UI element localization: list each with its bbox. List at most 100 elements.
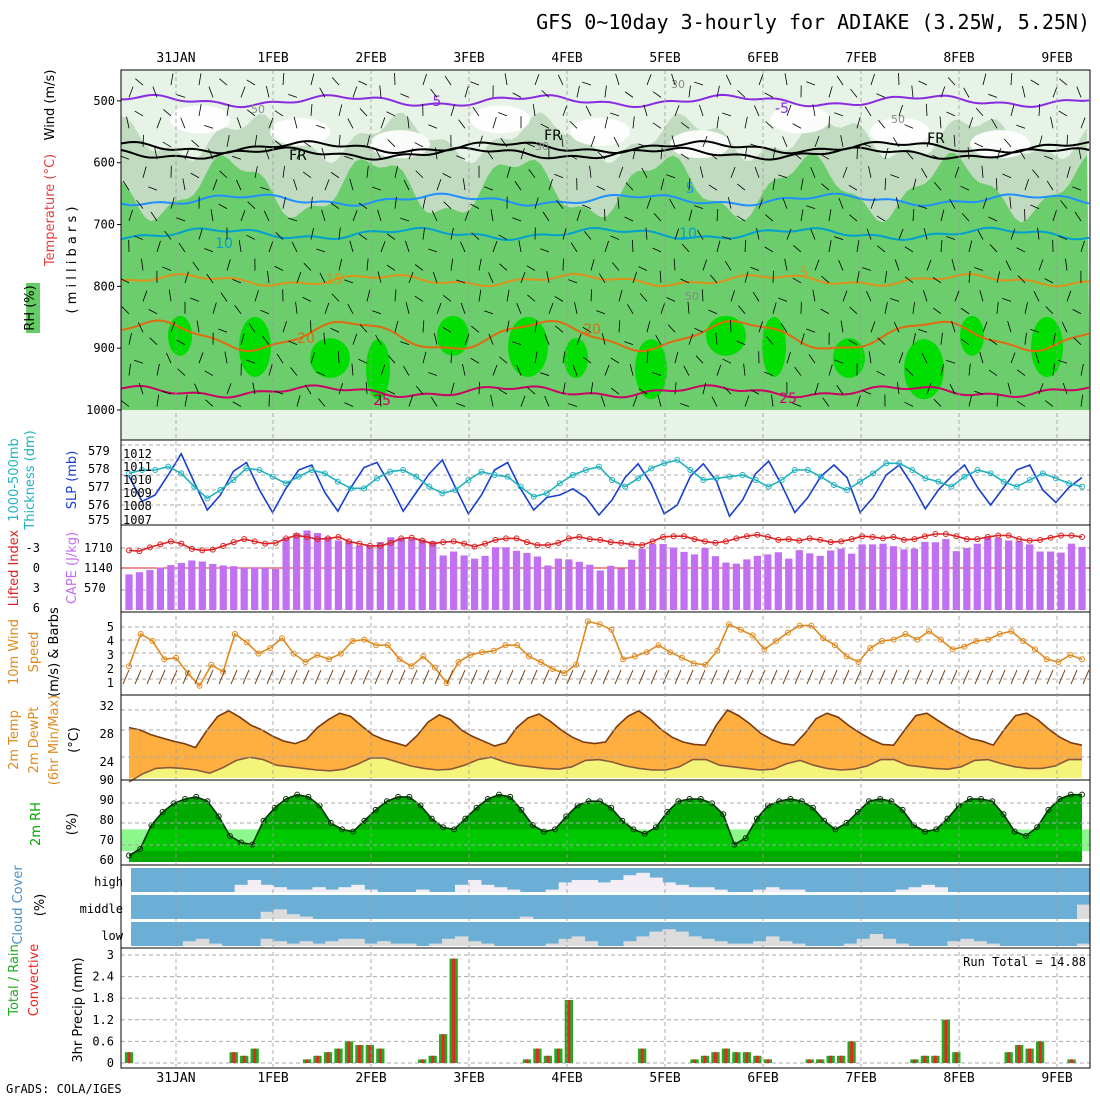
surface-wind-barb — [386, 669, 394, 685]
wind-barb — [806, 328, 816, 333]
cape-bar — [345, 541, 353, 610]
wind-barb — [430, 88, 438, 98]
wind-barb — [488, 333, 494, 345]
wind-barb — [1080, 240, 1085, 253]
wind-barb — [365, 382, 368, 395]
isotherm-20 — [120, 319, 1090, 353]
wind-barb — [702, 382, 707, 395]
credit-text: GrADS: COLA/IGES — [6, 1082, 122, 1096]
cloud-cell — [429, 943, 443, 946]
wind-barb — [1072, 309, 1082, 315]
wind-barb — [737, 183, 746, 191]
wind-barb — [178, 242, 186, 253]
wind-barb — [905, 368, 914, 376]
precip-conv-bar — [640, 1048, 644, 1063]
wind-barb — [163, 109, 172, 117]
wind-barb — [1072, 186, 1082, 191]
wind-barb — [752, 292, 760, 302]
precip-conv-bar — [923, 1055, 927, 1063]
wind-barb — [842, 290, 848, 302]
wind-barb — [744, 116, 748, 129]
wind-barb — [894, 259, 900, 271]
precip-conv-bar — [808, 1059, 812, 1063]
wind-barb — [212, 179, 218, 191]
cloud-cell — [597, 882, 611, 892]
wind-barb — [866, 290, 872, 302]
wind-barb — [408, 271, 414, 283]
wind-barb — [218, 328, 228, 333]
wind-barb — [498, 112, 508, 117]
cloud-cell — [260, 884, 275, 892]
cape-bar — [607, 565, 615, 610]
wind-barb — [142, 166, 147, 178]
wind-barb — [1002, 173, 1012, 179]
thickness-line-point — [413, 473, 420, 480]
surface-wind-barb — [602, 669, 610, 685]
wind-barb — [660, 147, 663, 160]
cape-bar — [1026, 544, 1034, 610]
wind-barb — [247, 109, 256, 117]
surface-wind-barb — [650, 669, 658, 685]
cape-bar — [512, 550, 521, 610]
cape-bar — [952, 551, 960, 610]
wind-barb — [1016, 247, 1026, 253]
wind-barb — [372, 186, 382, 191]
wind-barb — [296, 148, 302, 160]
rh2m-line-point — [652, 824, 659, 831]
wind-barb — [128, 86, 134, 98]
wind-barb — [926, 259, 932, 271]
surface-wind-barb — [866, 669, 874, 685]
wind-barb — [352, 333, 358, 345]
wind-barb — [226, 104, 230, 116]
wind-barb — [1052, 363, 1055, 376]
precip-conv-bar — [818, 1059, 822, 1063]
wind-barb — [428, 248, 438, 253]
wind-barb — [534, 74, 540, 86]
wind-barb — [338, 258, 343, 271]
wind-barb — [415, 170, 424, 179]
wind-barb — [750, 389, 760, 395]
wind-barb — [274, 390, 284, 395]
wind-barb — [435, 147, 438, 160]
precip-conv-bar — [378, 1048, 382, 1063]
wind-barb — [407, 116, 410, 129]
wind-barb — [1050, 116, 1054, 129]
panel-frame — [120, 947, 1091, 1069]
wind-barb — [1035, 352, 1040, 364]
wind-speed-line-point — [926, 628, 933, 635]
surface-wind-barb — [938, 669, 946, 685]
wind-barb — [568, 279, 578, 284]
wind-barb — [288, 340, 298, 346]
cloud-cell — [662, 929, 676, 946]
wind-tick: 4 — [107, 634, 114, 648]
rh2m-line-point — [563, 813, 570, 820]
thickness-line-point — [752, 477, 759, 483]
surface-wind-barb — [134, 669, 142, 685]
cape-bar — [628, 559, 636, 610]
wind-barb — [981, 165, 984, 178]
wind-barb — [1058, 235, 1068, 240]
wind-barb — [150, 211, 158, 222]
cloud-cell — [493, 887, 508, 892]
wind-barb — [304, 384, 312, 395]
wind-barb — [142, 290, 148, 302]
wind-barb — [812, 104, 816, 116]
wind-barb — [583, 356, 592, 364]
wind-axis-label: Wind (m/s) — [43, 70, 58, 141]
wind-barb — [876, 93, 886, 98]
wind-barb — [828, 86, 833, 98]
cloud-cell — [338, 887, 352, 892]
rh2m-axis-label: 2m RH — [29, 802, 44, 846]
wind-barb — [317, 398, 326, 407]
wind10-axis-label: 10m Wind — [7, 619, 22, 685]
wind-barb — [1002, 298, 1012, 302]
surface-wind-barb — [326, 669, 334, 685]
wind-barb — [562, 228, 567, 240]
cape-bar — [125, 574, 133, 610]
cape-bar — [785, 558, 793, 610]
cape-bar — [827, 550, 835, 610]
wind-barb — [991, 118, 998, 129]
wind-barb — [1044, 278, 1054, 284]
wind-barb — [310, 196, 313, 209]
wind-barb — [330, 171, 340, 179]
